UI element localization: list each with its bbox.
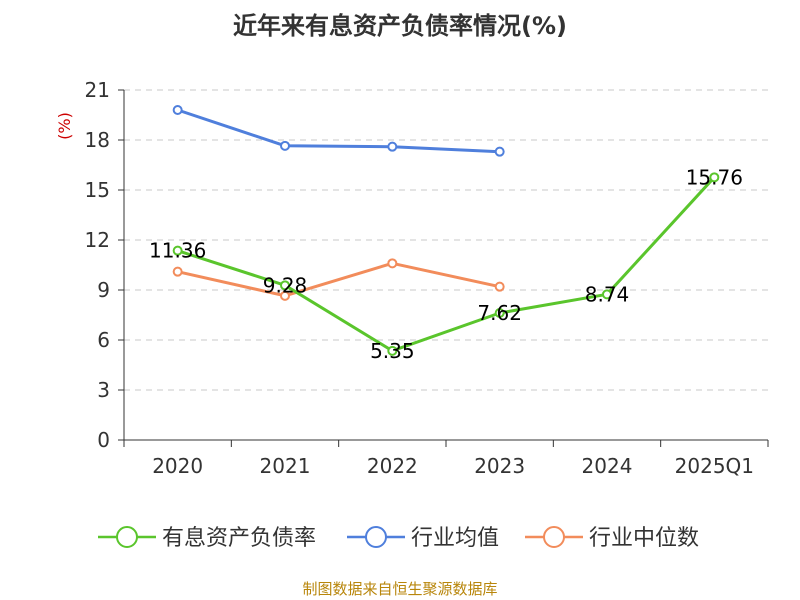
legend-marker-icon[interactable] [543, 526, 565, 548]
y-tick-label: 9 [97, 278, 110, 302]
data-label: 8.74 [585, 282, 630, 306]
series-line [177, 176, 716, 353]
source-note: 制图数据来自恒生聚源数据库 [302, 580, 497, 598]
data-point [709, 172, 720, 183]
legend-item-label[interactable]: 行业均值 [411, 526, 499, 551]
y-tick-label: 15 [85, 178, 110, 202]
data-point [280, 290, 290, 301]
series-line [177, 261, 501, 298]
legend-marker-icon[interactable] [365, 526, 387, 548]
data-point [280, 280, 290, 291]
series-line [177, 108, 500, 154]
y-tick-label: 21 [85, 78, 110, 102]
data-label: 15.76 [686, 165, 743, 189]
y-tick-label: 12 [85, 228, 110, 252]
series-layer [172, 105, 720, 356]
y-axis-unit: (%) [55, 112, 74, 140]
legend-marker-icon[interactable] [116, 526, 138, 548]
legend-item-label[interactable]: 有息资产负债率 [162, 526, 316, 551]
data-point [280, 140, 290, 151]
x-tick-label: 2020 [152, 454, 203, 478]
chart-title: 近年来有息资产负债率情况(%) [233, 12, 567, 40]
data-point [602, 289, 612, 300]
data-point [172, 245, 183, 256]
data-label: 11.36 [149, 239, 206, 263]
data-point [387, 258, 398, 269]
data-point [387, 345, 398, 356]
y-tick-label: 18 [85, 128, 110, 152]
data-point [172, 105, 183, 115]
y-tick-label: 6 [97, 328, 110, 352]
y-tick-label: 3 [97, 378, 110, 402]
x-tick-label: 2024 [582, 454, 633, 478]
data-point [494, 146, 505, 157]
legend: 有息资产负债率 行业均值 行业中位数 [98, 526, 699, 551]
x-tick-label: 2023 [474, 454, 525, 478]
grid-layer [124, 89, 768, 391]
data-point [494, 281, 505, 292]
data-label: 7.62 [477, 301, 522, 325]
x-tick-label: 2021 [260, 454, 311, 478]
y-tick-label: 0 [97, 428, 110, 452]
data-point [387, 141, 398, 152]
data-label: 5.35 [370, 339, 415, 363]
data-label: 9.28 [263, 273, 308, 297]
data-label-layer: 11.36 9.28 5.35 7.62 8.74 15.76 [149, 165, 743, 363]
data-point [172, 266, 183, 277]
legend-item-label[interactable]: 行业中位数 [589, 526, 699, 551]
axis-layer: 0 3 6 9 12 15 18 21 2020 2021 2022 2023 2024 2025Q1 [85, 78, 769, 478]
x-tick-label: 2025Q1 [675, 454, 754, 478]
data-point [494, 308, 505, 318]
x-tick-label: 2022 [367, 454, 418, 478]
